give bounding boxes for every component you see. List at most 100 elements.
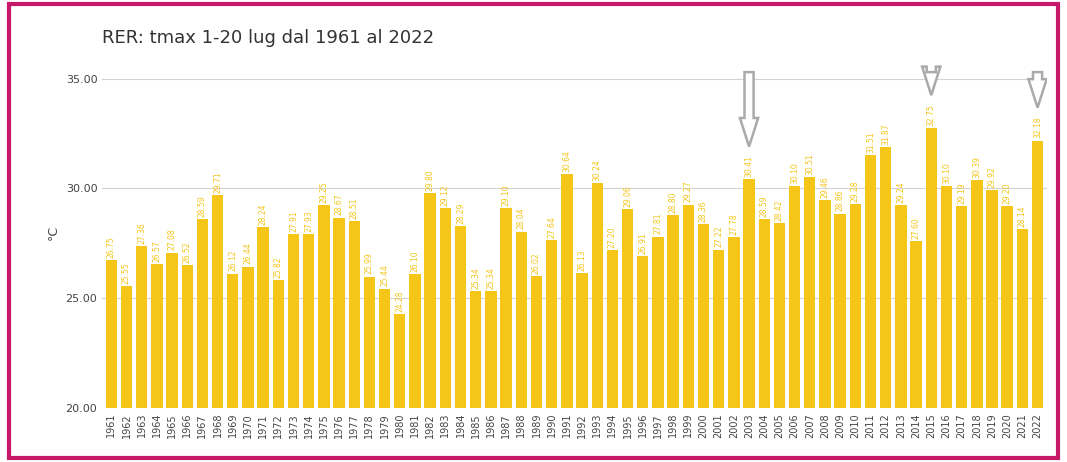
Text: 27.36: 27.36 [138,223,146,244]
Text: 28.36: 28.36 [699,201,708,222]
Bar [410,274,420,462]
Bar [106,260,117,462]
Text: 26.75: 26.75 [107,236,116,258]
Text: 26.10: 26.10 [411,250,419,272]
Bar [591,183,603,462]
Text: 29.20: 29.20 [1003,182,1012,204]
Bar [318,205,330,462]
Bar [728,237,739,462]
Text: 29.19: 29.19 [957,182,966,204]
Text: 29.25: 29.25 [319,181,329,203]
Text: 29.46: 29.46 [821,176,829,198]
Text: 27.08: 27.08 [168,229,176,250]
Text: 27.78: 27.78 [730,213,738,235]
Text: 28.24: 28.24 [258,203,268,225]
Bar [759,219,770,462]
Bar [834,213,846,462]
Bar [227,274,238,462]
Text: 28.51: 28.51 [350,197,359,219]
Bar [546,240,557,462]
Bar [865,155,876,462]
Polygon shape [739,72,759,146]
Text: 29.10: 29.10 [501,184,511,206]
Bar [713,249,724,462]
Bar [622,209,633,462]
Polygon shape [1029,72,1047,108]
Text: 27.81: 27.81 [653,213,663,234]
Bar [455,226,466,462]
Bar [349,221,360,462]
Text: 32.75: 32.75 [927,104,936,126]
Text: 27.22: 27.22 [714,226,723,247]
Bar [379,289,391,462]
Bar [789,186,800,462]
Text: 28.86: 28.86 [835,190,845,211]
Text: 30.10: 30.10 [790,162,799,184]
Bar [880,147,891,462]
Bar [910,241,922,462]
Bar [819,201,831,462]
Text: 27.91: 27.91 [289,211,298,232]
Bar [242,267,254,462]
Text: 29.24: 29.24 [896,182,906,203]
Bar [956,206,968,462]
Bar [895,205,907,462]
Text: 25.82: 25.82 [274,256,283,278]
Text: 28.04: 28.04 [516,208,526,229]
Text: 29.80: 29.80 [426,169,434,191]
Text: 26.02: 26.02 [532,252,541,274]
Text: 26.12: 26.12 [228,250,237,272]
Bar [971,180,983,462]
Bar [333,218,345,462]
Text: 28.59: 28.59 [760,195,768,217]
Text: 30.39: 30.39 [972,156,982,178]
Bar [121,286,132,462]
Bar [668,215,679,462]
Text: 28.80: 28.80 [669,191,678,213]
Text: 29.92: 29.92 [987,166,997,188]
Text: 30.51: 30.51 [806,153,814,175]
Text: 31.87: 31.87 [881,124,890,145]
Text: 25.34: 25.34 [487,267,495,289]
Text: RER: tmax 1-20 lug dal 1961 al 2022: RER: tmax 1-20 lug dal 1961 al 2022 [102,29,434,47]
Text: 32.18: 32.18 [1033,117,1042,139]
Bar [744,179,754,462]
Polygon shape [922,67,940,95]
Text: 26.91: 26.91 [638,232,648,254]
Bar [1002,206,1013,462]
Bar [152,264,162,462]
Y-axis label: °C: °C [47,225,60,240]
Text: 24.28: 24.28 [395,290,404,312]
Bar [440,208,451,462]
Text: 30.41: 30.41 [745,156,753,177]
Bar [303,234,315,462]
Text: 25.34: 25.34 [472,267,480,289]
Text: 28.42: 28.42 [775,200,784,221]
Bar [471,291,481,462]
Bar [941,186,952,462]
Bar [196,219,208,462]
Bar [212,195,223,462]
Bar [136,246,147,462]
Bar [925,128,937,462]
Text: 29.06: 29.06 [623,185,632,207]
Bar [273,280,284,462]
Text: 27.64: 27.64 [547,216,556,238]
Bar [425,193,435,462]
Text: 26.52: 26.52 [182,241,192,263]
Bar [166,253,178,462]
Text: 31.51: 31.51 [866,132,875,153]
Bar [1032,140,1044,462]
Bar [607,250,618,462]
Bar [530,276,542,462]
Text: 26.13: 26.13 [577,249,587,271]
Bar [394,314,405,462]
Text: 28.67: 28.67 [335,194,344,215]
Bar [515,231,527,462]
Bar [637,256,649,462]
Text: 25.99: 25.99 [365,253,373,274]
Text: 29.28: 29.28 [850,181,860,202]
Text: 30.64: 30.64 [562,150,571,172]
Bar [500,208,512,462]
Text: 29.27: 29.27 [684,181,692,202]
